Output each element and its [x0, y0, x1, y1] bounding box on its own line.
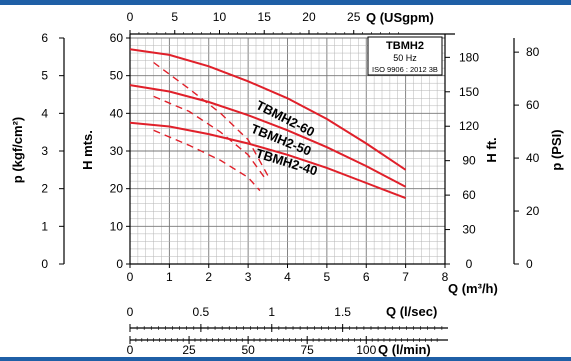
left-kgf-tick-label: 0: [41, 257, 48, 271]
x-tick-label: 2: [205, 270, 212, 284]
legend-frame: [367, 36, 443, 76]
right-hft-tick-label: 0: [466, 257, 473, 271]
lsec-tick-label: 1.5: [334, 305, 351, 319]
pump-curve: [129, 48, 407, 171]
right-hft-tick-label: 150: [459, 85, 479, 99]
top-tick-label: 20: [302, 10, 316, 24]
dashed-curve: [153, 95, 267, 180]
right-hft-tick-label: 180: [459, 50, 479, 64]
x-axis-title: Q (m³/h): [448, 281, 498, 296]
left-kgf-tick-label: 5: [41, 69, 48, 83]
x-tick-label: 5: [324, 270, 331, 284]
lsec-axis-title: Q (l/sec): [386, 304, 437, 319]
right-psi-tick-label: 60: [526, 98, 540, 112]
y-tick-label: 40: [110, 106, 124, 120]
right-psi-tick-label: 40: [526, 151, 540, 165]
y-tick-label: 20: [110, 182, 124, 196]
left-kgf-tick-label: 4: [41, 106, 48, 120]
x-tick-label: 3: [245, 270, 252, 284]
right-hft-tick-label: 120: [459, 119, 479, 133]
left-kgf-tick-label: 3: [41, 144, 48, 158]
left-kgf-tick-label: 2: [41, 182, 48, 196]
x-tick-label: 6: [363, 270, 370, 284]
left-kgf-tick-label: 6: [41, 31, 48, 45]
y-tick-label: 30: [110, 144, 124, 158]
right-hft-tick-label: 90: [462, 154, 476, 168]
x-tick-label: 0: [127, 270, 134, 284]
x-tick-label: 7: [402, 270, 409, 284]
legend-title: TBMH2: [386, 40, 424, 52]
lmin-tick-label: 25: [182, 343, 196, 357]
top-tick-label: 5: [171, 10, 178, 24]
lmin-axis-title: Q (l/min): [378, 342, 431, 357]
y-tick-label: 50: [110, 69, 124, 83]
top-tick-label: 0: [127, 10, 134, 24]
y-tick-label: 10: [110, 219, 124, 233]
lmin-tick-label: 50: [241, 343, 255, 357]
right-psi-title: p (PSI): [549, 129, 564, 170]
bottom-band: [0, 357, 571, 361]
pump-curve: [129, 121, 406, 200]
right-psi-tick-label: 0: [526, 257, 533, 271]
y-tick-label: 0: [116, 257, 123, 271]
lmin-tick-label: 100: [356, 343, 376, 357]
right-hft-title: H ft.: [484, 137, 499, 162]
x-tick-label: 8: [442, 270, 449, 284]
y-tick-label: 60: [110, 31, 124, 45]
lsec-tick-label: 0: [127, 305, 134, 319]
top-tick-label: 25: [347, 10, 361, 24]
lsec-tick-label: 1: [268, 305, 275, 319]
top-tick-label: 15: [258, 10, 272, 24]
pump-curve: [129, 84, 407, 188]
right-psi-tick-label: 20: [526, 204, 540, 218]
left-axis-title: p (kgf/cm²): [10, 117, 25, 183]
top-axis-title: Q (USgpm): [366, 10, 434, 25]
top-band: [0, 0, 571, 5]
legend-iso: ISO 9906 : 2012 3B: [372, 65, 438, 74]
x-tick-label: 4: [284, 270, 291, 284]
y-axis-title: H mts.: [80, 130, 95, 170]
dashed-curve: [153, 129, 261, 192]
lmin-tick-label: 75: [301, 343, 315, 357]
lmin-tick-label: 0: [127, 343, 134, 357]
right-psi-tick-label: 80: [526, 45, 540, 59]
legend-freq: 50 Hz: [393, 53, 417, 63]
lsec-tick-label: 0.5: [193, 305, 210, 319]
x-tick-label: 1: [166, 270, 173, 284]
top-tick-label: 10: [213, 10, 227, 24]
left-kgf-tick-label: 1: [41, 219, 48, 233]
right-hft-tick-label: 60: [462, 188, 476, 202]
dashed-curve: [153, 61, 269, 176]
legend-box: TBMH2 50 Hz ISO 9906 : 2012 3B: [367, 36, 443, 76]
right-hft-tick-label: 30: [462, 223, 476, 237]
